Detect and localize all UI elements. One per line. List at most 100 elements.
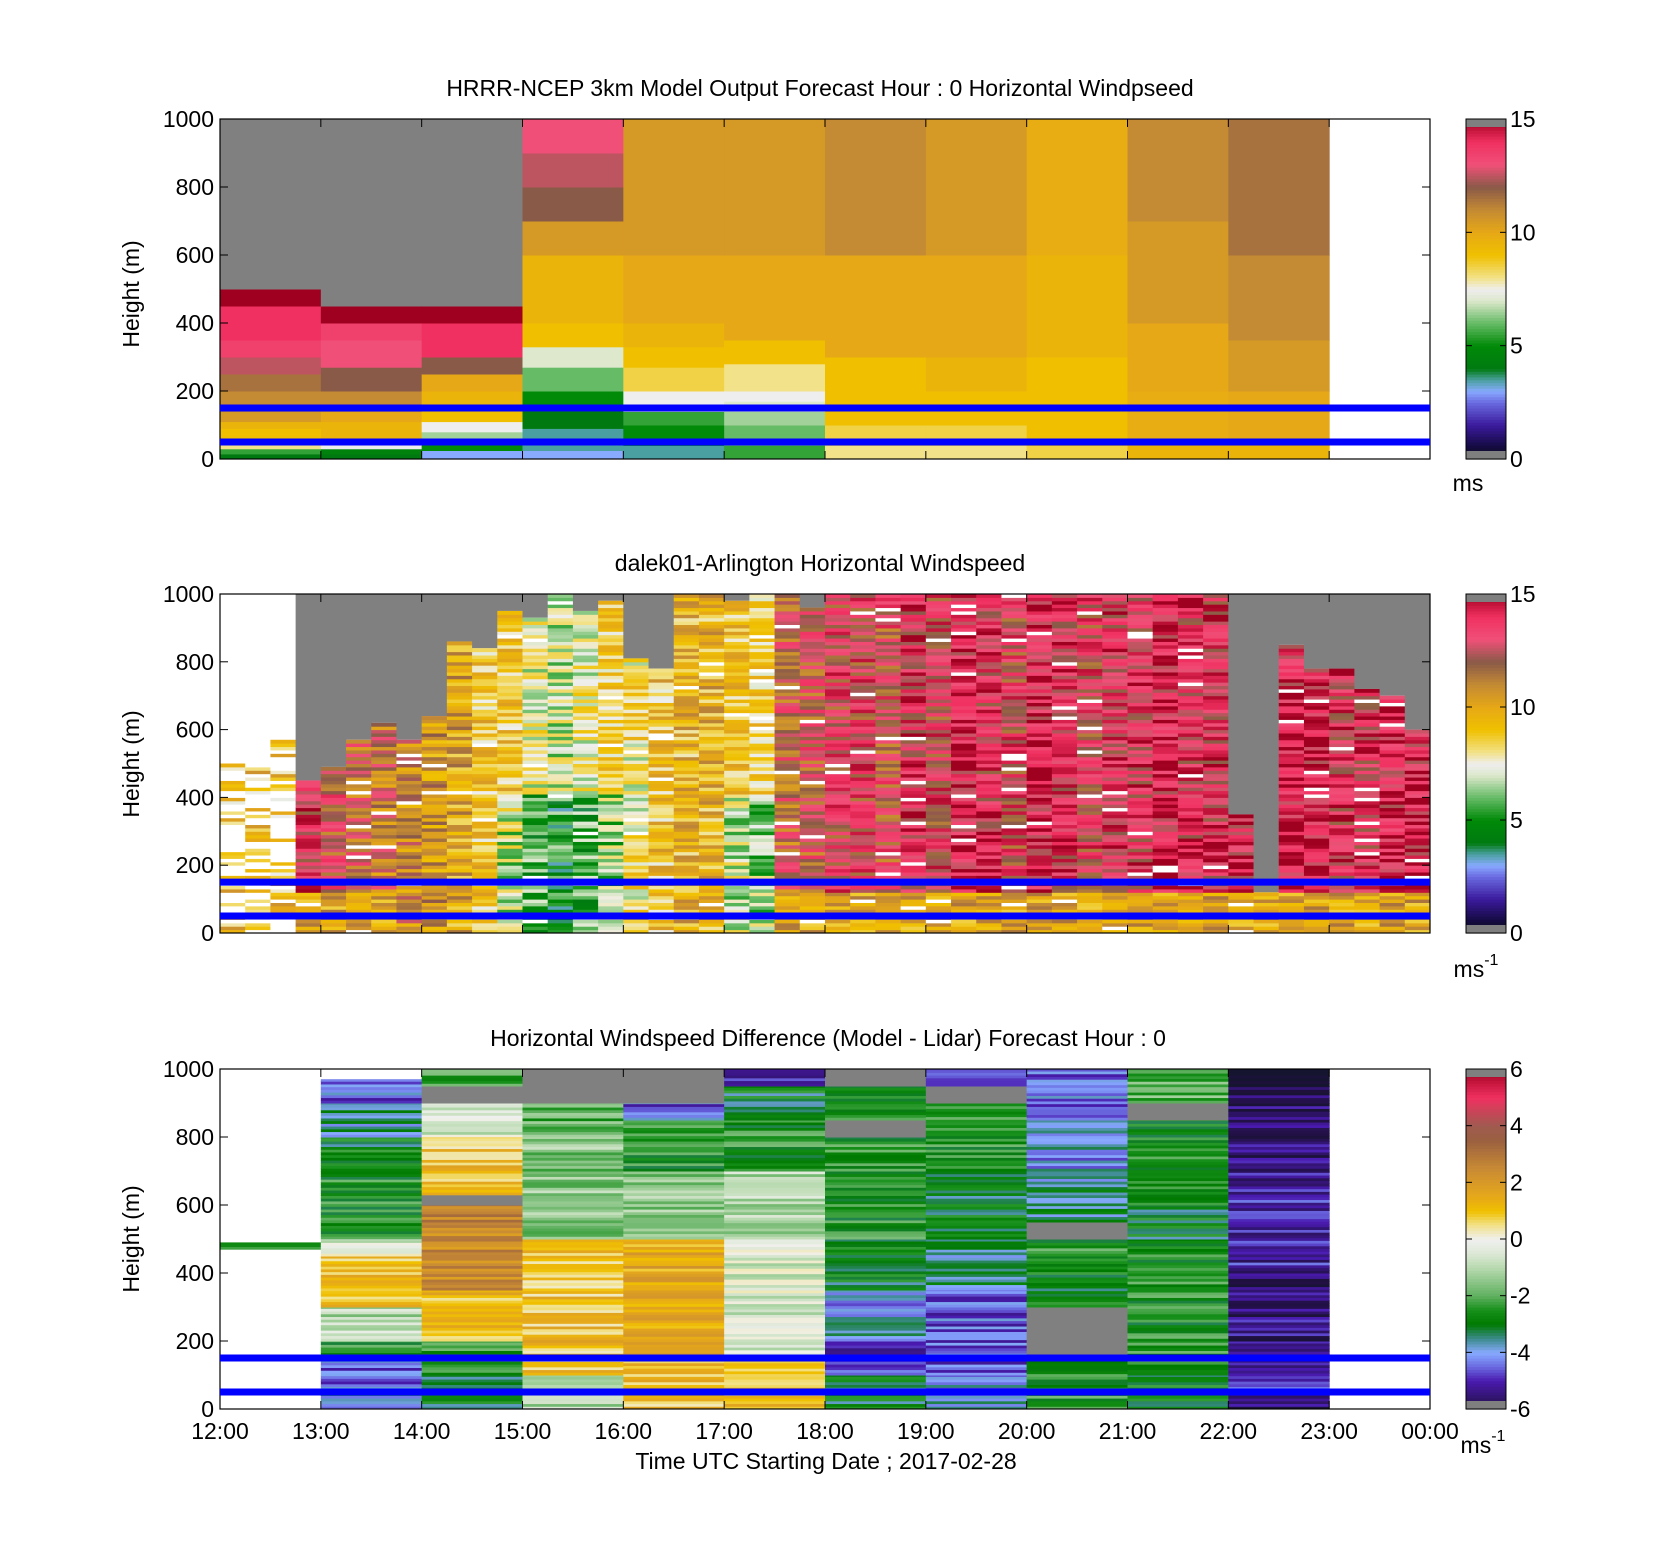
heatmap-cell [1404, 831, 1431, 836]
heatmap-cell [900, 773, 927, 778]
heatmap-cell [850, 732, 876, 737]
heatmap-cell [446, 807, 473, 812]
heatmap-cell [1026, 705, 1053, 710]
heatmap-cell [900, 855, 927, 859]
heatmap-cell [698, 865, 725, 870]
heatmap-cell [623, 756, 650, 761]
heatmap-cell [1354, 834, 1381, 839]
heatmap-cell [900, 631, 927, 636]
heatmap-cell [295, 824, 322, 829]
heatmap-cell [799, 875, 826, 880]
heatmap-cell [724, 1362, 826, 1366]
heatmap-cell [320, 1094, 423, 1099]
heatmap-cell [1379, 838, 1406, 842]
colorbar-swatch [1466, 308, 1506, 313]
heatmap-cell [245, 817, 271, 822]
heatmap-cell [421, 1316, 523, 1320]
heatmap-cell [623, 323, 725, 348]
heatmap-cell [320, 1370, 423, 1374]
heatmap-cell [1379, 902, 1406, 907]
heatmap-cell [799, 821, 826, 826]
heatmap-cell [698, 851, 725, 856]
colorbar-swatch [1466, 721, 1506, 725]
heatmap-cell [774, 722, 801, 727]
heatmap-cell [774, 597, 801, 602]
heatmap-cell [774, 736, 801, 741]
heatmap-cell [673, 814, 700, 819]
heatmap-cell [951, 922, 977, 927]
heatmap-cell [320, 453, 423, 460]
heatmap-cell [270, 885, 297, 890]
heatmap-cell [1203, 760, 1229, 764]
y-tick-label: 600 [176, 242, 214, 268]
heatmap-cell [446, 794, 473, 798]
heatmap-cell [421, 1369, 523, 1373]
colorbar-swatch [1466, 294, 1506, 299]
heatmap-cell [850, 651, 876, 656]
heatmap-cell [875, 787, 902, 792]
colorbar-swatch [1466, 187, 1506, 191]
heatmap-cell [673, 783, 700, 788]
heatmap-cell [850, 597, 876, 602]
heatmap-cell [825, 668, 851, 673]
heatmap-cell [1077, 638, 1103, 642]
heatmap-cell [875, 800, 902, 805]
heatmap-cell [698, 841, 725, 846]
heatmap-cell [724, 1344, 826, 1348]
colorbar-swatch [1466, 328, 1506, 333]
heatmap-cell [421, 1167, 523, 1171]
heatmap-cell [446, 675, 473, 680]
heatmap-cell [749, 909, 776, 914]
heatmap-cell [320, 800, 347, 805]
heatmap-cell [623, 1333, 725, 1337]
colorbar-over-cap [1466, 119, 1506, 127]
heatmap-cell [976, 895, 1002, 900]
heatmap-cell [951, 868, 977, 873]
heatmap-cell [875, 902, 902, 907]
heatmap-cell [1026, 357, 1128, 446]
heatmap-cell [951, 675, 977, 680]
colorbar-swatch [1466, 382, 1506, 386]
heatmap-cell [421, 594, 448, 717]
heatmap-cell [976, 749, 1002, 754]
heatmap-cell [572, 888, 599, 893]
heatmap-cell [1278, 804, 1305, 809]
heatmap-cell [1152, 797, 1179, 802]
heatmap-cell [774, 814, 801, 819]
heatmap-cell [850, 655, 876, 659]
heatmap-cell [1354, 865, 1381, 870]
panel-1-ylabel: Height (m) [118, 240, 144, 347]
heatmap-cell [749, 634, 776, 639]
heatmap-cell [1329, 797, 1355, 802]
heatmap-cell [270, 855, 297, 859]
heatmap-cell [1152, 885, 1179, 890]
heatmap-cell [547, 641, 574, 646]
heatmap-cell [976, 729, 1002, 734]
heatmap-cell [421, 885, 448, 890]
heatmap-cell [850, 665, 876, 670]
heatmap-cell [1278, 753, 1305, 758]
heatmap-cell [522, 1345, 624, 1349]
heatmap-cell [1177, 868, 1204, 873]
heatmap-cell [724, 797, 750, 802]
heatmap-cell [497, 780, 523, 785]
heatmap-cell [976, 638, 1002, 642]
heatmap-cell [320, 1338, 423, 1342]
colorbar-swatch [1466, 907, 1506, 911]
heatmap-cell [900, 685, 927, 690]
heatmap-cell [724, 702, 750, 707]
heatmap-cell [295, 929, 322, 934]
heatmap-cell [1077, 753, 1103, 758]
heatmap-cell [522, 1192, 624, 1196]
heatmap-cell [976, 777, 1002, 781]
heatmap-cell [1278, 905, 1305, 910]
heatmap-cell [925, 858, 952, 863]
heatmap-cell [421, 922, 448, 927]
heatmap-cell [1303, 861, 1330, 866]
colorbar-swatch [1466, 610, 1506, 615]
heatmap-cell [1303, 810, 1330, 815]
heatmap-cell [976, 824, 1002, 829]
heatmap-cell [572, 865, 599, 870]
heatmap-cell [270, 804, 297, 809]
heatmap-cell [623, 1122, 725, 1126]
